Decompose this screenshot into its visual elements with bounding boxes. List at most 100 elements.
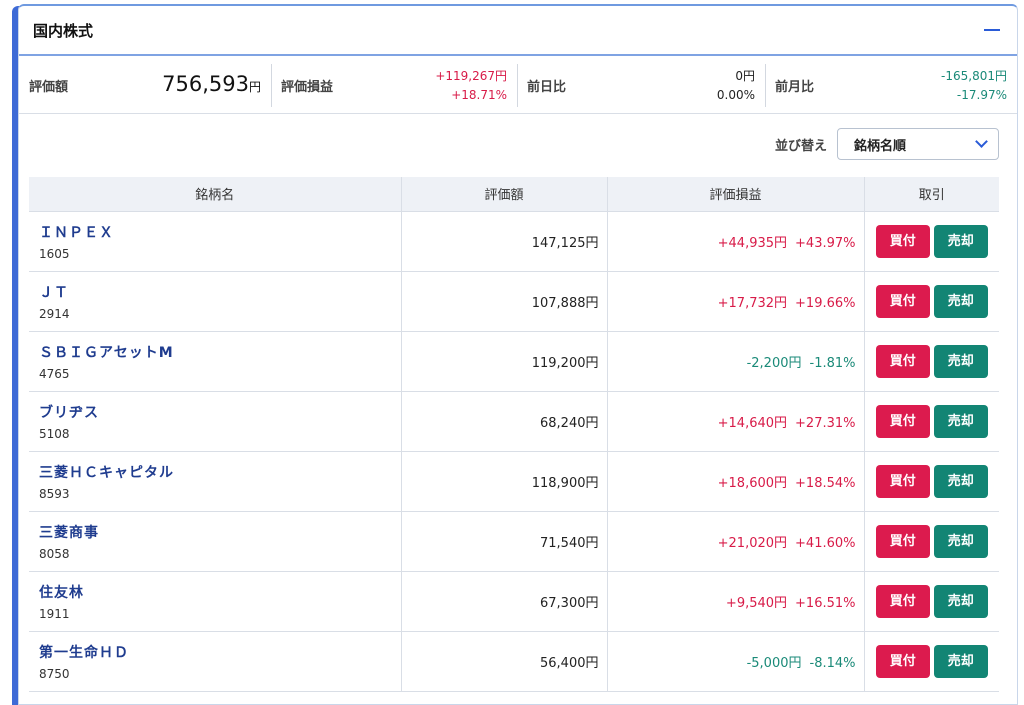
trade-actions: 買付 売却	[864, 511, 999, 572]
day-change-amount: 0円	[735, 68, 755, 83]
stock-name-link[interactable]: ＪＴ	[39, 284, 69, 301]
panel-header: 国内株式	[19, 6, 1017, 56]
stock-valuation: 68,240円	[401, 391, 608, 452]
stock-cell: ＪＴ 2914	[29, 271, 402, 332]
stock-pl-percent: +19.66%	[795, 295, 856, 311]
stock-name-link[interactable]: ＩＮＰＥＸ	[39, 224, 114, 241]
pl-amount: +119,267円	[435, 68, 507, 83]
buy-button[interactable]: 買付	[875, 404, 930, 438]
table-row: 住友林 1911 67,300円 +9,540円 +16.51% 買付 売却	[29, 571, 999, 632]
sort-label: 並び替え	[774, 138, 827, 154]
month-change-value: -165,801円 -17.97%	[941, 67, 1007, 105]
trade-actions: 買付 売却	[864, 631, 999, 692]
buy-button[interactable]: 買付	[875, 584, 930, 618]
stock-profit-loss: +44,935円 +43.97%	[607, 211, 865, 272]
stock-profit-loss: +21,020円 +41.60%	[607, 511, 865, 572]
stock-pl-amount: +21,020円	[717, 535, 788, 551]
sell-button[interactable]: 売却	[933, 464, 988, 498]
trade-actions: 買付 売却	[864, 271, 999, 332]
stock-profit-loss: -5,000円 -8.14%	[607, 631, 865, 692]
stock-cell: ブリヂス 5108	[29, 391, 402, 452]
sell-button[interactable]: 売却	[933, 644, 988, 678]
stock-valuation: 119,200円	[401, 331, 608, 392]
stock-pl-amount: +18,600円	[717, 475, 788, 491]
sell-button[interactable]: 売却	[933, 284, 988, 318]
pl-value: +119,267円 +18.71%	[435, 67, 507, 105]
panel-title: 国内株式	[33, 21, 94, 40]
stock-name-link[interactable]: ＳＢＩＧアセットM	[39, 344, 174, 361]
stock-pl-percent: +43.97%	[795, 235, 856, 251]
summary-bar: 評価額 756,593円 評価損益 +119,267円 +18.71% 前日比 …	[19, 58, 1017, 114]
stock-pl-amount: +9,540円	[725, 595, 788, 611]
stock-valuation: 71,540円	[401, 511, 608, 572]
month-change-label: 前月比	[775, 80, 815, 95]
stock-name-link[interactable]: 三菱ＨＣキャピタル	[39, 464, 174, 481]
summary-month-change: 前月比 -165,801円 -17.97%	[765, 58, 1017, 113]
stock-profit-loss: +18,600円 +18.54%	[607, 451, 865, 512]
sort-selected-value: 銘柄名順	[854, 138, 907, 154]
stock-pl-amount: -2,200円	[746, 355, 802, 371]
sell-button[interactable]: 売却	[933, 404, 988, 438]
stock-name-link[interactable]: 三菱商事	[39, 524, 99, 541]
stock-code: 8593	[39, 486, 70, 501]
accent-bar	[12, 6, 20, 705]
table-row: 三菱商事 8058 71,540円 +21,020円 +41.60% 買付 売却	[29, 511, 999, 572]
table-row: 三菱ＨＣキャピタル 8593 118,900円 +18,600円 +18.54% …	[29, 451, 999, 512]
holdings-table: 銘柄名 評価額 評価損益 取引 ＩＮＰＥＸ 1605 147,125円 +44,…	[29, 177, 999, 692]
sell-button[interactable]: 売却	[933, 344, 988, 378]
stock-name-link[interactable]: 第一生命ＨＤ	[39, 644, 129, 661]
month-change-percent: -17.97%	[956, 87, 1007, 102]
header-pl: 評価損益	[607, 177, 865, 212]
stock-cell: 住友林 1911	[29, 571, 402, 632]
table-row: 第一生命ＨＤ 8750 56,400円 -5,000円 -8.14% 買付 売却	[29, 631, 999, 692]
stock-valuation: 118,900円	[401, 451, 608, 512]
buy-button[interactable]: 買付	[875, 344, 930, 378]
valuation-unit: 円	[248, 79, 261, 94]
valuation-label: 評価額	[29, 80, 69, 95]
valuation-number: 756,593	[162, 71, 249, 96]
stock-code: 2914	[39, 306, 70, 321]
stock-code: 4765	[39, 366, 70, 381]
buy-button[interactable]: 買付	[875, 524, 930, 558]
stock-code: 1605	[39, 246, 70, 261]
summary-profit-loss: 評価損益 +119,267円 +18.71%	[271, 58, 517, 113]
sell-button[interactable]: 売却	[933, 524, 988, 558]
pl-percent: +18.71%	[451, 87, 507, 102]
stock-profit-loss: +9,540円 +16.51%	[607, 571, 865, 632]
stock-profit-loss: -2,200円 -1.81%	[607, 331, 865, 392]
month-change-amount: -165,801円	[941, 68, 1007, 83]
chevron-down-icon	[975, 135, 988, 148]
stock-valuation: 56,400円	[401, 631, 608, 692]
stock-code: 8058	[39, 546, 70, 561]
stock-name-link[interactable]: ブリヂス	[39, 404, 99, 421]
stock-code: 5108	[39, 426, 70, 441]
header-value: 評価額	[401, 177, 608, 212]
buy-button[interactable]: 買付	[875, 644, 930, 678]
table-row: ＪＴ 2914 107,888円 +17,732円 +19.66% 買付 売却	[29, 271, 999, 332]
day-change-value: 0円 0.00%	[717, 67, 755, 105]
buy-button[interactable]: 買付	[875, 224, 930, 258]
stock-valuation: 67,300円	[401, 571, 608, 632]
stock-pl-percent: +41.60%	[795, 535, 856, 551]
stock-cell: ＩＮＰＥＸ 1605	[29, 211, 402, 272]
domestic-stocks-panel: 国内株式 評価額 756,593円 評価損益 +119,267円 +18.71%…	[18, 4, 1018, 705]
stock-name-link[interactable]: 住友林	[39, 584, 84, 601]
stock-pl-percent: +18.54%	[795, 475, 856, 491]
stock-code: 1911	[39, 606, 70, 621]
sort-select[interactable]: 銘柄名順	[837, 128, 999, 160]
stock-code: 8750	[39, 666, 70, 681]
header-name: 銘柄名	[29, 177, 402, 212]
buy-button[interactable]: 買付	[875, 284, 930, 318]
sell-button[interactable]: 売却	[933, 224, 988, 258]
sell-button[interactable]: 売却	[933, 584, 988, 618]
minus-icon[interactable]	[983, 21, 1001, 39]
stock-profit-loss: +17,732円 +19.66%	[607, 271, 865, 332]
day-change-label: 前日比	[527, 80, 567, 95]
table-row: ＳＢＩＧアセットM 4765 119,200円 -2,200円 -1.81% 買付…	[29, 331, 999, 392]
stock-pl-percent: -1.81%	[809, 355, 856, 371]
valuation-value: 756,593円	[162, 71, 261, 97]
buy-button[interactable]: 買付	[875, 464, 930, 498]
stock-cell: 三菱商事 8058	[29, 511, 402, 572]
stock-valuation: 147,125円	[401, 211, 608, 272]
trade-actions: 買付 売却	[864, 391, 999, 452]
